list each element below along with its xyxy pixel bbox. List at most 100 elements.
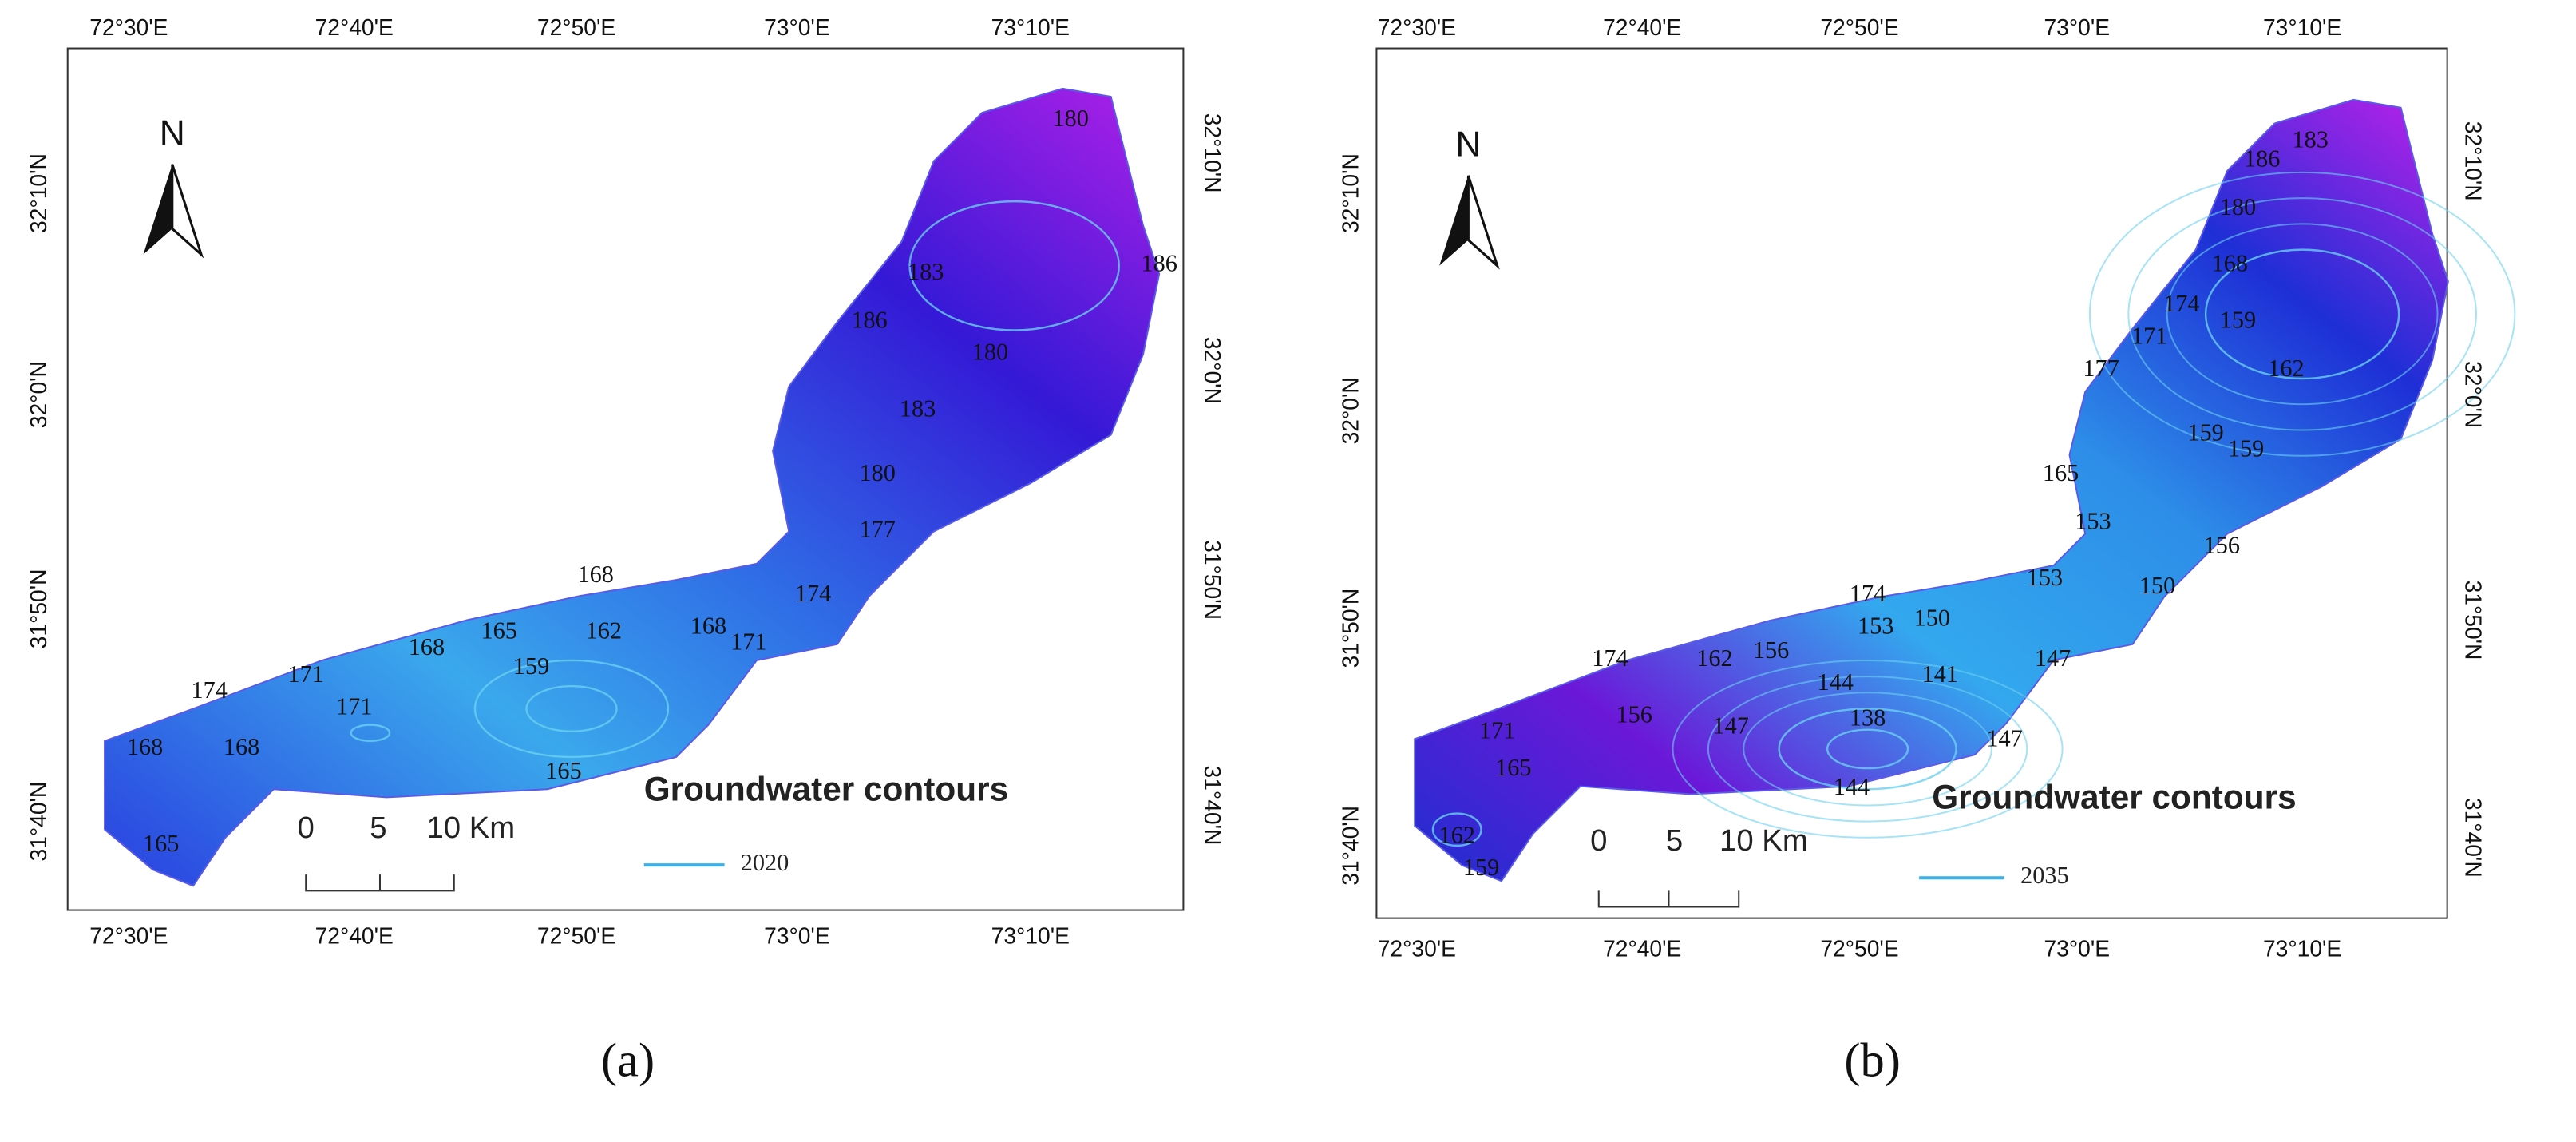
contour-label: 147 (2035, 644, 2071, 672)
lon-label: 72°40'E (315, 14, 394, 40)
contour-label: 153 (1858, 613, 1893, 640)
contour-label: 156 (1753, 636, 1789, 664)
contour-label: 177 (860, 516, 896, 543)
lon-label: 72°50'E (537, 922, 615, 948)
north-label: N (160, 114, 185, 153)
north-arrow (171, 164, 204, 259)
panel-label: (a) (601, 1033, 655, 1087)
contour-line (2088, 171, 2516, 457)
contour-line (1431, 812, 1482, 847)
contour-label: 174 (795, 580, 831, 607)
north-label: N (1455, 125, 1481, 165)
north-arrow (1439, 175, 1469, 266)
scale-label: 5 (1666, 823, 1683, 858)
surface (1414, 98, 2449, 882)
contour-label: 183 (908, 258, 944, 285)
lat-label: 31°40'N (1338, 806, 1363, 886)
contour-label: 174 (1850, 580, 1886, 607)
scale-bar (305, 874, 455, 892)
contour-label: 159 (513, 652, 549, 680)
legend-title: Groundwater contours (1932, 778, 2296, 815)
contour-line (2166, 223, 2439, 406)
contour-label: 180 (2220, 193, 2256, 220)
contour-label: 144 (1834, 773, 1870, 800)
contour-label: 150 (2139, 572, 2175, 599)
contour-line (473, 659, 670, 759)
scale-bar (1597, 890, 1740, 908)
contour-line (1707, 676, 2028, 823)
contour-line (2204, 248, 2400, 380)
contour-label: 171 (730, 628, 766, 656)
lon-label: 72°40'E (1603, 14, 1681, 40)
lon-label: 72°50'E (1820, 935, 1898, 961)
scale-label: 0 (1590, 823, 1607, 858)
lon-label: 73°0'E (764, 922, 830, 948)
contour-label: 180 (972, 339, 1008, 366)
contour-line (1778, 708, 1957, 791)
lon-label: 72°30'E (89, 14, 168, 40)
contour-label: 183 (2293, 125, 2329, 153)
contour-label: 159 (2228, 435, 2264, 462)
lon-label: 73°10'E (2263, 935, 2341, 961)
contour-label: 183 (900, 395, 936, 422)
lon-label: 72°50'E (537, 14, 615, 40)
lat-label: 31°50'N (1200, 540, 1225, 620)
contour-label: 138 (1850, 704, 1886, 731)
contour-label: 162 (1439, 822, 1475, 849)
contour-label: 186 (1141, 250, 1177, 277)
lat-label: 31°40'N (26, 782, 51, 862)
contour-label: 168 (224, 733, 259, 760)
lon-label: 73°0'E (2044, 14, 2110, 40)
lon-label: 73°0'E (2044, 935, 2110, 961)
contour-line (2127, 197, 2477, 431)
lat-label: 31°40'N (1200, 766, 1225, 846)
scale-label: 10 Km (1719, 823, 1808, 858)
contour-line (525, 684, 618, 732)
contour-label: 162 (2268, 355, 2304, 382)
contour-label: 186 (2244, 145, 2280, 172)
contour-label: 156 (2204, 532, 2240, 559)
lon-label: 73°0'E (764, 14, 830, 40)
lat-label: 32°10'N (1200, 113, 1225, 193)
legend-item: 2020 (741, 849, 789, 876)
map-frame (1375, 47, 2448, 919)
lon-label: 72°40'E (315, 922, 394, 948)
lat-label: 32°10'N (26, 153, 51, 233)
lat-label: 32°0'N (1200, 337, 1225, 404)
contour-label: 180 (860, 459, 896, 486)
contour-label: 159 (2187, 419, 2223, 446)
north-arrow (1466, 175, 1500, 270)
contour-label: 150 (1914, 604, 1950, 631)
north-arrow (143, 164, 172, 255)
contour-label: 168 (690, 613, 726, 640)
contour-label: 144 (1818, 668, 1854, 696)
contour-label: 171 (2131, 322, 2167, 349)
contour-line (1672, 659, 2064, 839)
contour-label: 141 (1922, 660, 1958, 688)
contour-label: 162 (586, 617, 622, 644)
legend-item: 2035 (2020, 862, 2069, 889)
contour-label: 180 (1053, 105, 1089, 132)
scale-label: 10 Km (426, 811, 515, 845)
lon-label: 72°30'E (89, 922, 168, 948)
contour-label: 156 (1616, 700, 1652, 728)
contour-line (350, 724, 391, 742)
study-area (1414, 98, 2449, 882)
lat-label: 32°0'N (26, 361, 51, 428)
contour-label: 165 (481, 617, 517, 644)
lon-label: 73°10'E (2263, 14, 2341, 40)
contour-line (908, 200, 1120, 331)
contour-label: 171 (288, 660, 324, 688)
lat-label: 31°50'N (26, 569, 51, 648)
contour-label: 171 (336, 692, 372, 720)
contour-label: 168 (578, 561, 614, 588)
scale-label: 5 (370, 811, 386, 845)
legend-title: Groundwater contours (644, 770, 1008, 807)
contour-label: 177 (2083, 355, 2119, 382)
contour-label: 147 (1986, 725, 2022, 752)
contour-line (1743, 692, 1992, 807)
contour-label: 171 (1479, 717, 1515, 744)
lon-label: 73°10'E (991, 14, 1070, 40)
lat-label: 32°0'N (1338, 377, 1363, 444)
